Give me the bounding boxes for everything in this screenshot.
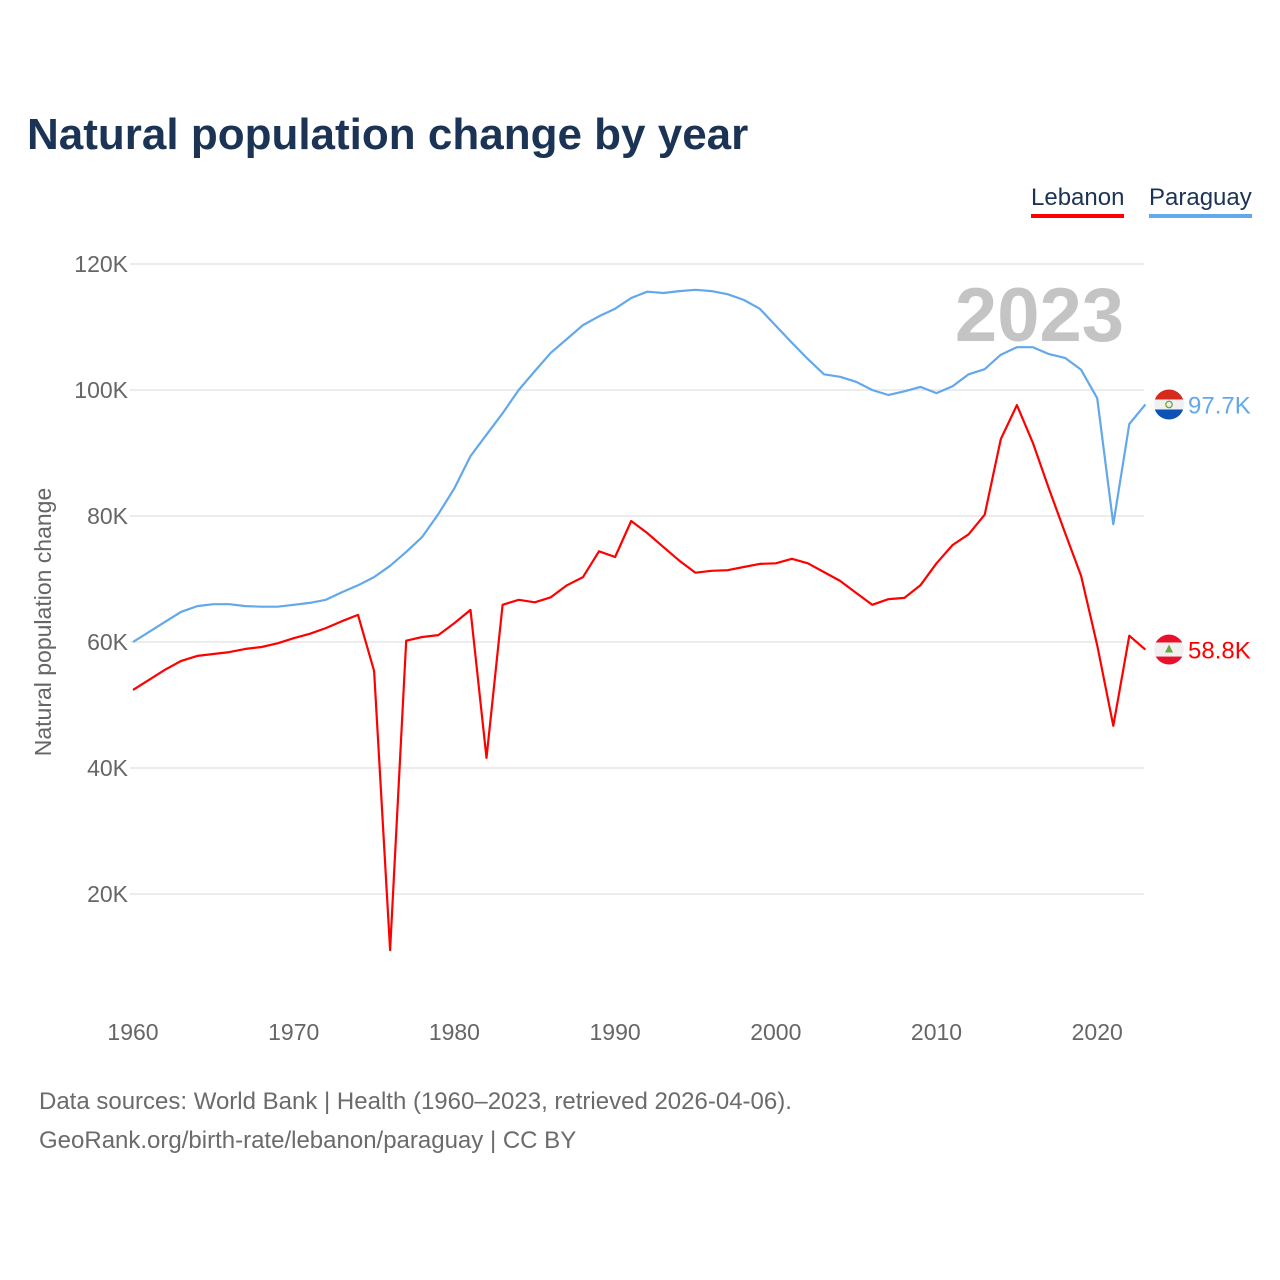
chart-title: Natural population change by year — [27, 110, 749, 159]
attribution-text: GeoRank.org/birth-rate/lebanon/paraguay … — [39, 1127, 577, 1154]
legend-item-paraguay[interactable]: Paraguay — [1149, 184, 1252, 218]
y-tick-label: 80K — [87, 503, 129, 529]
y-tick-label: 120K — [74, 251, 128, 277]
x-tick-label: 2010 — [911, 1019, 962, 1045]
lebanon-flag-icon — [1154, 634, 1184, 665]
x-tick-label: 1990 — [590, 1019, 641, 1045]
x-tick-label: 2020 — [1072, 1019, 1123, 1045]
y-tick-label: 20K — [87, 881, 129, 907]
paraguay-flag-icon — [1154, 389, 1184, 420]
year-watermark: 2023 — [955, 273, 1124, 358]
legend-item-lebanon[interactable]: Lebanon — [1031, 184, 1125, 218]
series-line-paraguay[interactable] — [132, 288, 1147, 643]
x-tick-label: 1980 — [429, 1019, 480, 1045]
y-tick-label: 40K — [87, 755, 129, 781]
x-tick-label: 1960 — [107, 1019, 158, 1045]
data-source-text: Data sources: World Bank | Health (1960–… — [39, 1088, 792, 1115]
end-value-label-lebanon: 58.8K — [1188, 638, 1251, 665]
series-line-lebanon[interactable] — [132, 404, 1147, 952]
y-tick-label: 100K — [74, 377, 128, 403]
y-axis-label: Natural population change — [30, 488, 56, 757]
y-tick-label: 60K — [87, 629, 129, 655]
x-tick-label: 2000 — [750, 1019, 801, 1045]
x-tick-label: 1970 — [268, 1019, 319, 1045]
end-value-label-paraguay: 97.7K — [1188, 392, 1251, 419]
